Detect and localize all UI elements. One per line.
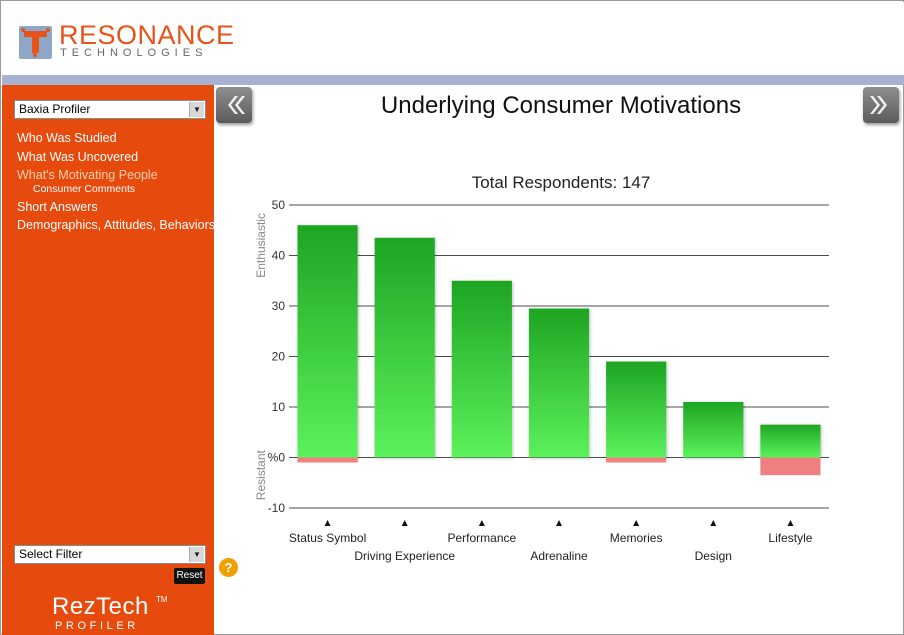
profile-select-value: Baxia Profiler [19, 102, 90, 116]
brand-name: RezTech [52, 594, 149, 620]
x-category-label: Status Symbol [289, 531, 366, 545]
sidebar-subitem-consumer-comments[interactable]: Consumer Comments [17, 182, 214, 196]
category-marker-icon [479, 520, 485, 526]
filter-select-value: Select Filter [19, 547, 82, 561]
help-icon[interactable]: ? [219, 558, 238, 577]
logo-subtitle: TECHNOLOGIES [60, 47, 207, 59]
x-category-label: Design [695, 549, 732, 563]
x-category-label: Driving Experience [354, 549, 455, 563]
logo-icon [19, 26, 52, 59]
brand-logo: RezTech TM PROFILER [52, 594, 149, 632]
bar-enthusiastic [606, 362, 666, 458]
x-category-label: Adrenaline [530, 549, 588, 563]
x-category-label: Memories [610, 531, 663, 545]
bar-enthusiastic [375, 238, 435, 458]
chevron-down-icon[interactable]: ▼ [189, 102, 204, 117]
chevron-down-icon[interactable]: ▼ [189, 547, 204, 562]
sidebar: Baxia Profiler ▼ Who Was Studied What Wa… [2, 85, 214, 635]
y-tick-label: 10 [272, 400, 286, 414]
bar-enthusiastic [683, 402, 743, 458]
y-tick-label: %0 [268, 451, 286, 465]
page-title: Underlying Consumer Motivations [241, 91, 881, 121]
y-axis-label-resistant: Resistant [254, 450, 268, 501]
bar-enthusiastic [297, 225, 357, 457]
category-marker-icon [710, 520, 716, 526]
bar-enthusiastic [452, 281, 512, 458]
sidebar-nav: Who Was Studied What Was Uncovered What'… [17, 129, 214, 235]
y-axis-label-enthusiastic: Enthusiastic [254, 213, 268, 278]
sidebar-item-short-answers[interactable]: Short Answers [17, 198, 214, 217]
y-tick-label: 30 [272, 299, 286, 313]
brand-subtitle: PROFILER [52, 620, 149, 632]
filter-select[interactable]: Select Filter ▼ [14, 545, 206, 564]
sidebar-item-who-was-studied[interactable]: Who Was Studied [17, 129, 214, 148]
bar-resistant [606, 458, 666, 463]
category-marker-icon [402, 520, 408, 526]
bar-resistant [297, 458, 357, 463]
profile-select[interactable]: Baxia Profiler ▼ [14, 100, 206, 119]
category-marker-icon [325, 520, 331, 526]
category-marker-icon [556, 520, 562, 526]
y-tick-label: -10 [268, 501, 286, 515]
x-category-label: Performance [448, 531, 517, 545]
x-category-label: Lifestyle [768, 531, 812, 545]
motivations-bar-chart: -10 %0 10 20 30 40 50 Enthusiastic Resistant Stat… [241, 191, 861, 571]
brand-trademark: TM [156, 595, 168, 604]
logo-title: RESONANCE [59, 22, 235, 49]
bar-resistant [760, 458, 820, 476]
bar-enthusiastic [529, 309, 589, 458]
y-tick-label: 20 [272, 350, 286, 364]
reset-button[interactable]: Reset [174, 568, 205, 584]
header: RESONANCE TECHNOLOGIES [2, 2, 904, 75]
y-tick-label: 50 [272, 198, 286, 212]
category-marker-icon [633, 520, 639, 526]
y-tick-label: 40 [272, 249, 286, 263]
header-divider-bar [2, 75, 904, 85]
category-marker-icon [787, 520, 793, 526]
sidebar-item-what-was-uncovered[interactable]: What Was Uncovered [17, 148, 214, 167]
sidebar-item-demographics[interactable]: Demographics, Attitudes, Behaviors [17, 216, 214, 235]
bar-enthusiastic [760, 425, 820, 458]
